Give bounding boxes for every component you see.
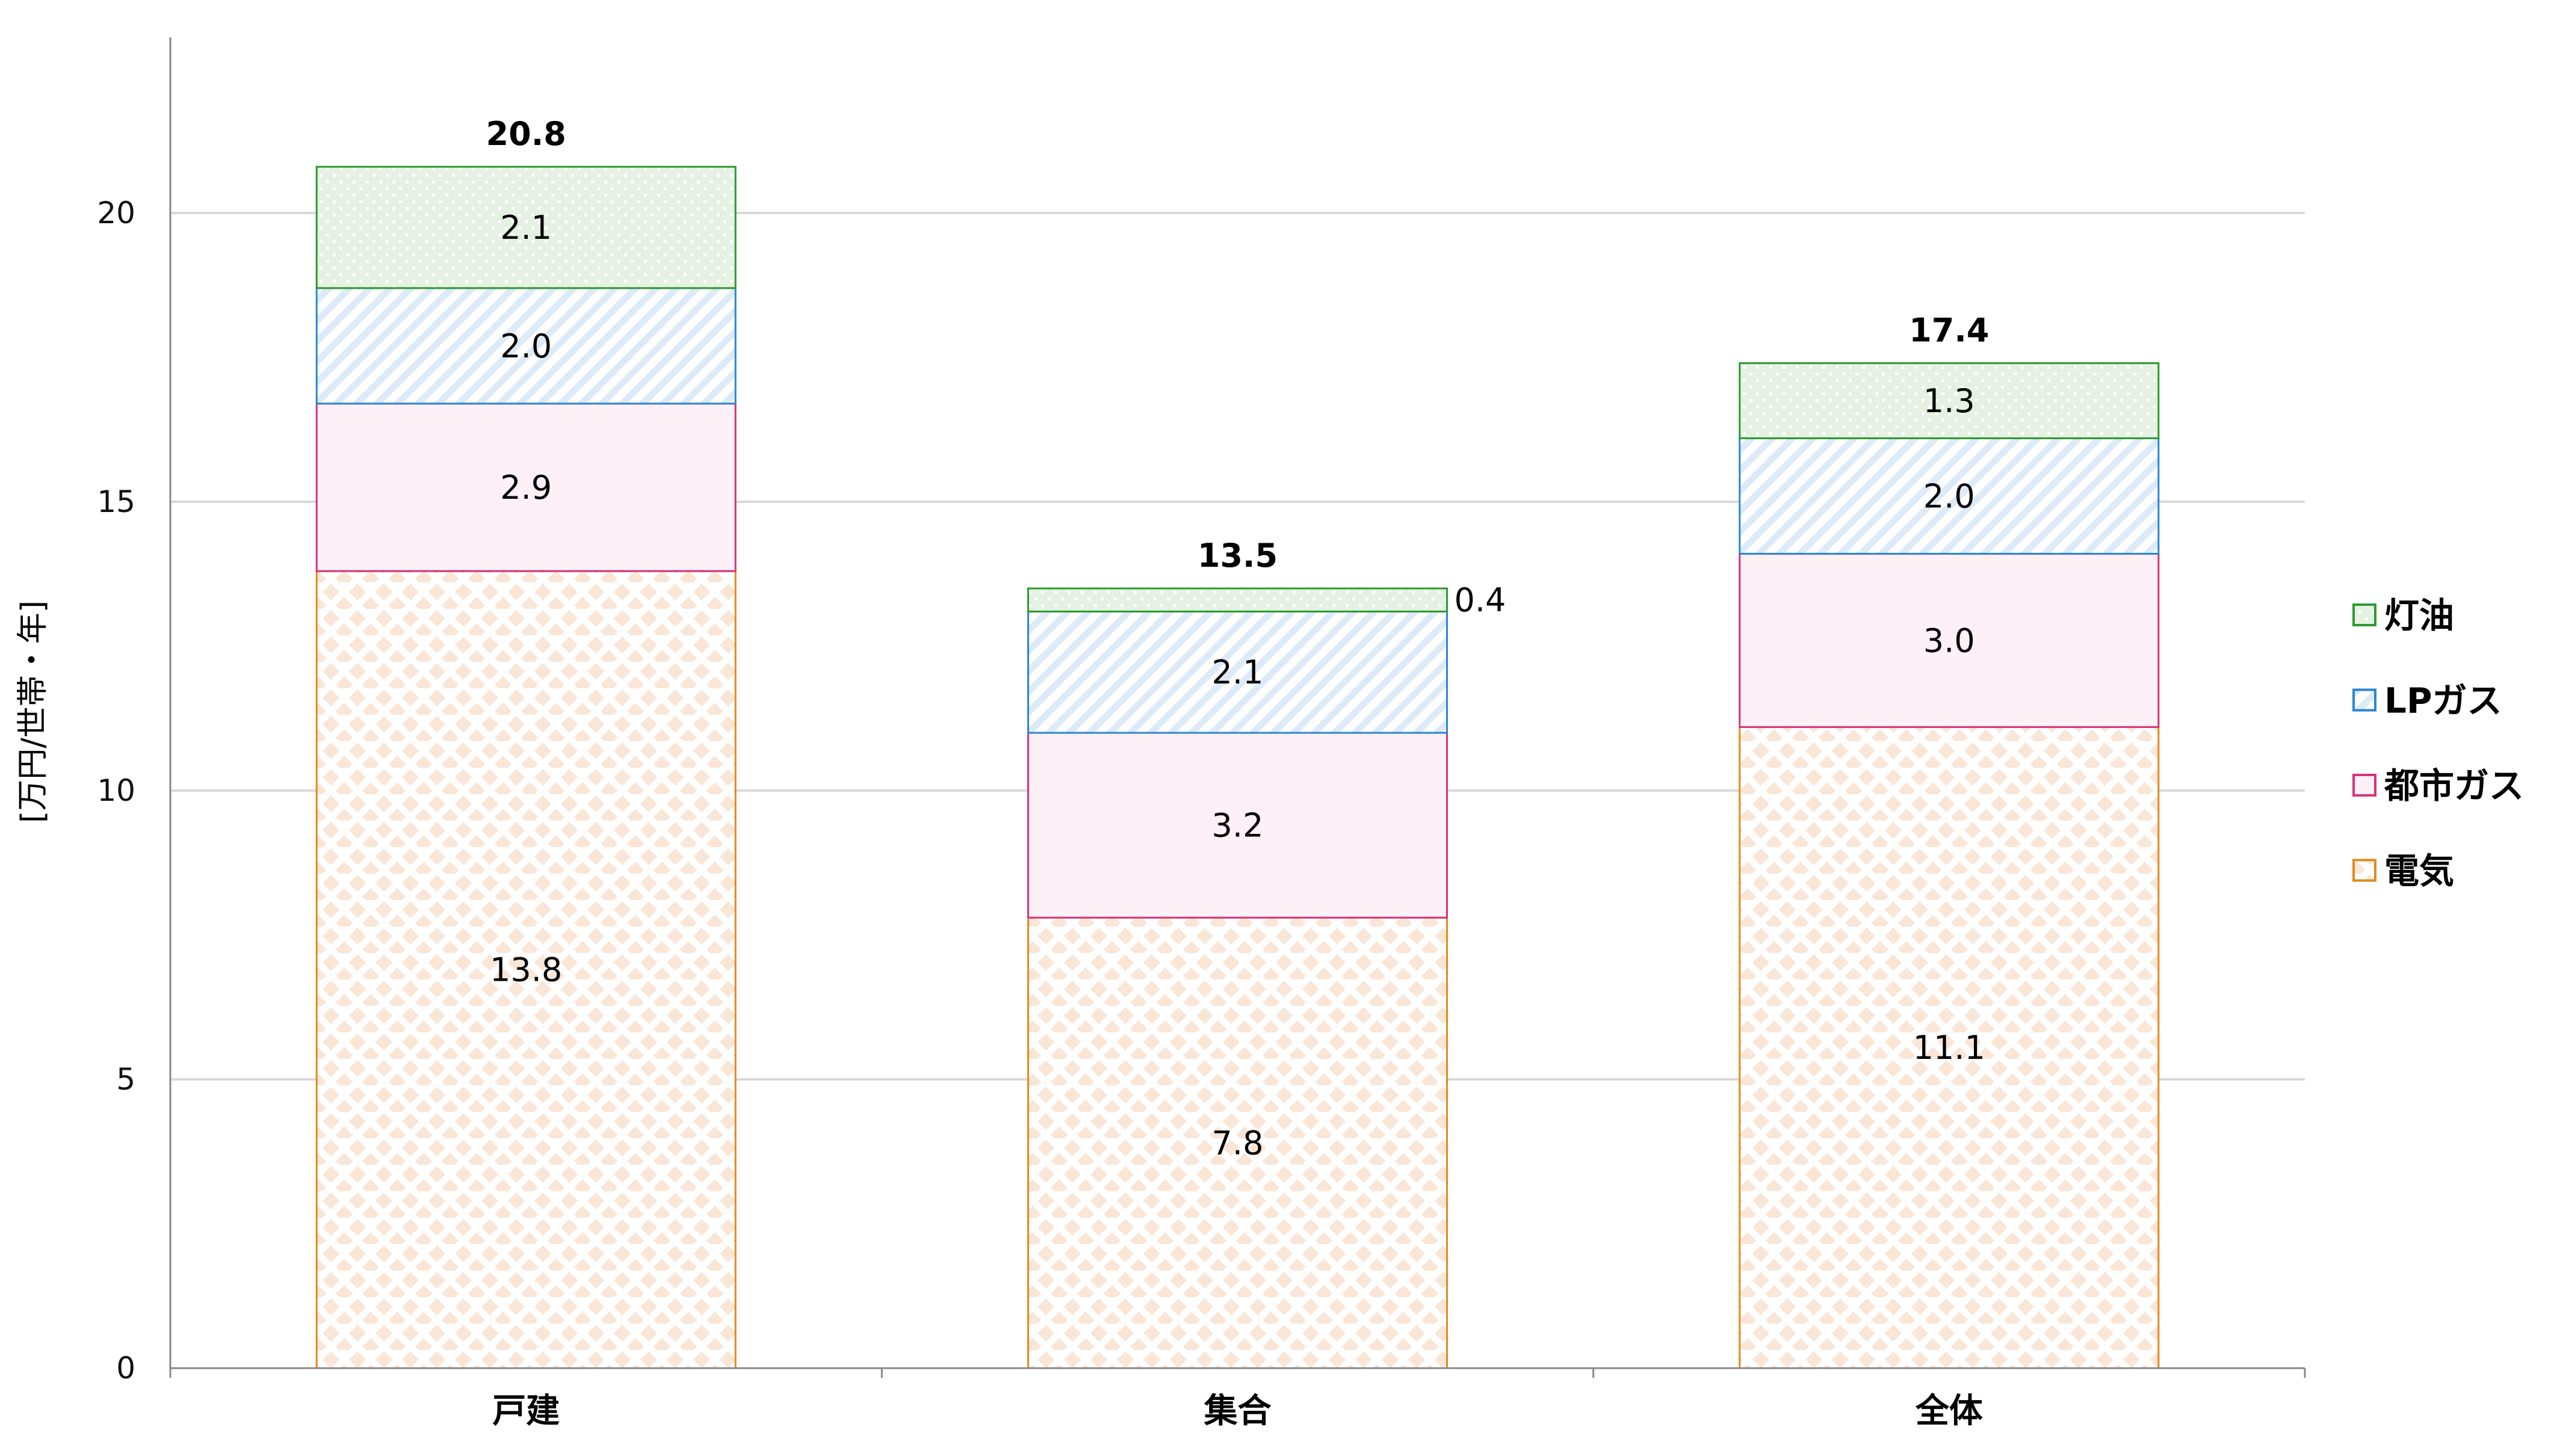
legend-label: 都市ガス bbox=[2384, 765, 2524, 806]
legend-swatch-都市ガス bbox=[2352, 774, 2376, 797]
total-label: 17.4 bbox=[1909, 312, 1989, 350]
bar-segment-都市ガス bbox=[1027, 732, 1448, 919]
data-label: 2.1 bbox=[500, 209, 552, 247]
bar-segment-電気 bbox=[1027, 916, 1448, 1369]
y-tick-label: 20 bbox=[97, 196, 135, 230]
y-tick-label: 0 bbox=[116, 1351, 135, 1386]
bar-segment-LPガス bbox=[315, 287, 737, 405]
data-label: 2.9 bbox=[500, 469, 552, 507]
data-labels: 13.8 2.9 2.0 2.1 20.8 7.8 3.2 2.1 0.4 13.5 11.1 3.0… bbox=[486, 115, 1990, 1162]
data-label: 2.1 bbox=[1212, 653, 1264, 691]
data-label: 0.4 bbox=[1455, 581, 1506, 619]
data-label: 7.8 bbox=[1212, 1124, 1264, 1162]
legend-swatch-LPガス bbox=[2352, 688, 2376, 712]
legend-swatch-灯油 bbox=[2352, 603, 2376, 626]
legend-swatch-電気 bbox=[2352, 859, 2376, 882]
bar-segment-都市ガス bbox=[315, 403, 737, 572]
bar-segment-電気 bbox=[315, 570, 737, 1369]
data-label: 2.0 bbox=[1923, 477, 1975, 515]
total-label: 20.8 bbox=[486, 115, 566, 153]
data-label: 11.1 bbox=[1913, 1029, 1985, 1067]
x-tick-label: 全体 bbox=[1915, 1392, 1983, 1431]
legend-label: 電気 bbox=[2384, 851, 2454, 892]
legend-label: LPガス bbox=[2384, 680, 2502, 721]
bar-segment-灯油 bbox=[1027, 587, 1448, 612]
bar-segment-LPガス bbox=[1027, 610, 1448, 734]
data-label: 2.0 bbox=[500, 327, 552, 365]
data-label: 1.3 bbox=[1923, 382, 1975, 420]
bar-segment-灯油 bbox=[315, 165, 737, 289]
axes: 0 5 10 15 20 戸建 集合 全体 bbox=[97, 37, 2306, 1431]
y-axis-label: [万円/世帯・年] bbox=[15, 600, 51, 823]
bars bbox=[315, 165, 2160, 1369]
bar-segment-灯油 bbox=[1739, 362, 2160, 439]
legend-label: 灯油 bbox=[2384, 595, 2454, 636]
x-tick-label: 集合 bbox=[1204, 1392, 1272, 1431]
data-label: 3.0 bbox=[1923, 622, 1975, 659]
total-label: 13.5 bbox=[1198, 537, 1278, 575]
x-tick-label: 戸建 bbox=[492, 1392, 560, 1431]
bar-segment-都市ガス bbox=[1739, 552, 2160, 728]
data-label: 13.8 bbox=[490, 951, 562, 989]
y-tick-label: 15 bbox=[97, 484, 135, 519]
y-tick-label: 10 bbox=[97, 773, 135, 808]
data-label: 3.2 bbox=[1212, 807, 1264, 845]
bar-segment-電気 bbox=[1739, 726, 2160, 1369]
y-tick-label: 5 bbox=[116, 1062, 135, 1097]
